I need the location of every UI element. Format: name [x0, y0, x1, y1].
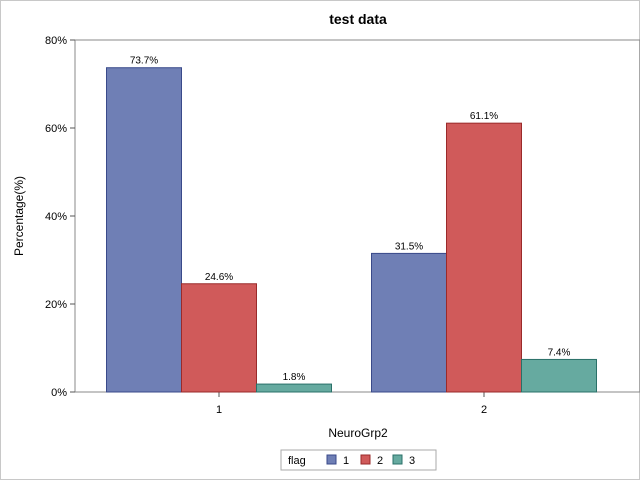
chart-title: test data	[329, 11, 387, 27]
y-tick-label: 40%	[45, 211, 67, 223]
bar-series-2-cat-2	[446, 122, 522, 393]
bar-series-2-cat-1	[181, 283, 257, 393]
y-axis: 0% 20% 40% 60% 80%	[45, 35, 75, 399]
y-axis-label: Percentage(%)	[12, 176, 26, 256]
data-label: 24.6%	[205, 272, 233, 283]
y-tick-label: 80%	[45, 35, 67, 47]
x-axis-label: NeuroGrp2	[328, 426, 388, 440]
y-tick-label: 20%	[45, 299, 67, 311]
bar-series-3-cat-2	[521, 358, 597, 393]
x-tick-label: 2	[481, 404, 487, 416]
data-labels: 73.7% 24.6% 1.8% 31.5% 61.1% 7.4%	[130, 56, 571, 383]
bar-series-3-cat-1	[256, 383, 332, 393]
legend-title: flag	[288, 455, 306, 467]
y-tick-label: 0%	[51, 387, 67, 399]
bar-series-1-cat-1	[106, 67, 182, 393]
legend-items: 1 2 3	[326, 454, 415, 467]
data-label: 73.7%	[130, 56, 158, 67]
y-tick-label: 60%	[45, 123, 67, 135]
legend-label-1: 1	[343, 455, 349, 467]
legend-swatch-2	[360, 454, 371, 465]
data-label: 7.4%	[548, 347, 571, 358]
bar-series-1-cat-2	[371, 252, 447, 393]
legend-label-2: 2	[377, 455, 383, 467]
bars	[106, 67, 597, 393]
data-label: 1.8%	[283, 372, 306, 383]
legend-label-3: 3	[409, 455, 415, 467]
legend-swatch-3	[392, 454, 403, 465]
data-label: 31.5%	[395, 241, 423, 252]
legend-swatch-1	[326, 454, 337, 465]
legend: flag 1 2 3	[280, 449, 437, 471]
data-label: 61.1%	[470, 111, 498, 122]
x-tick-label: 1	[216, 404, 222, 416]
